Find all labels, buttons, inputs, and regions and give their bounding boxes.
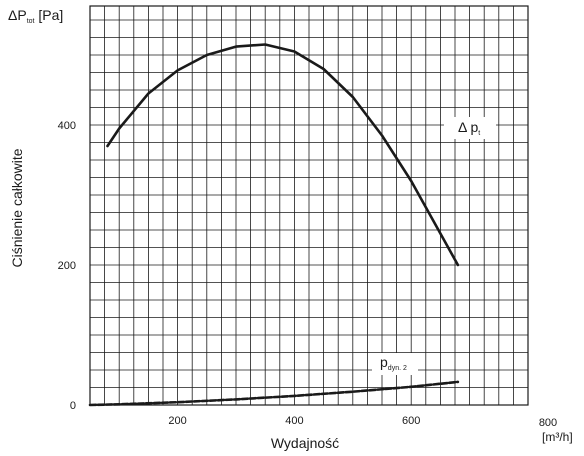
- y-tick-label: 400: [58, 120, 76, 132]
- x-tick-label: 400: [285, 415, 303, 427]
- x-axis-label: Wydajność: [271, 435, 339, 451]
- y-tick-label: 200: [58, 260, 76, 272]
- series-line-total-pressure: [106, 43, 460, 267]
- x-axis-unit: [m³/h]: [542, 430, 573, 444]
- svg-text:Δ pt: Δ pt: [458, 119, 480, 137]
- series-label-dp-sub: t: [478, 130, 480, 137]
- series-label-pdyn: pdyn. 2: [372, 353, 418, 375]
- grid: [90, 6, 528, 405]
- y-axis-unit: ΔPtot [Pa]: [8, 7, 63, 25]
- y-axis-label: Ciśnienie całkowite: [9, 148, 25, 267]
- x-tick-labels: 200 400 600 800: [168, 415, 557, 429]
- y-tick-label: 0: [70, 400, 76, 412]
- series-label-pdyn-main: p: [380, 354, 388, 370]
- y-unit-tail: [Pa]: [35, 7, 64, 23]
- y-unit-sub: tot: [27, 18, 35, 25]
- series-label-dp: Δ pt: [444, 117, 496, 139]
- series-label-pdyn-sub: dyn. 2: [388, 365, 407, 372]
- series-layer: [88, 43, 460, 407]
- x-tick-label: 200: [168, 415, 186, 427]
- y-tick-labels: 0 200 400: [58, 120, 76, 412]
- svg-text:pdyn. 2: pdyn. 2: [380, 354, 407, 372]
- y-unit-main: ΔP: [8, 7, 27, 23]
- x-tick-label: 600: [402, 415, 420, 427]
- x-tick-label: 800: [539, 417, 557, 429]
- plot-frame: [89, 5, 529, 406]
- series-label-dp-main: Δ p: [458, 119, 478, 135]
- series-line-dynamic-pressure: [88, 380, 460, 407]
